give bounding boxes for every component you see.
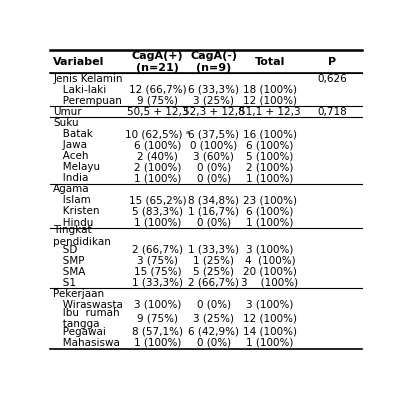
Text: 20 (100%): 20 (100%)	[242, 267, 296, 276]
Text: Islam: Islam	[53, 196, 91, 205]
Text: 6 (42,9%): 6 (42,9%)	[188, 327, 239, 337]
Text: 0 (0%): 0 (0%)	[196, 173, 230, 183]
Text: 0 (0%): 0 (0%)	[196, 300, 230, 310]
Text: 15 (75%): 15 (75%)	[134, 267, 181, 276]
Text: 10 (62,5%) ᵃ: 10 (62,5%) ᵃ	[125, 129, 190, 139]
Text: Wiraswasta: Wiraswasta	[53, 300, 123, 310]
Text: 52,3 + 12,8: 52,3 + 12,8	[182, 107, 244, 117]
Text: CagA(-)
(n=9): CagA(-) (n=9)	[190, 51, 237, 73]
Text: Aceh: Aceh	[53, 151, 89, 161]
Text: Perempuan: Perempuan	[53, 96, 122, 106]
Text: 0,718: 0,718	[316, 107, 346, 117]
Text: 9 (75%): 9 (75%)	[137, 313, 178, 324]
Text: CagA(+)
(n=21): CagA(+) (n=21)	[132, 51, 183, 73]
Text: Hindu: Hindu	[53, 218, 93, 228]
Text: 6 (37,5%): 6 (37,5%)	[188, 129, 239, 139]
Text: Pekerjaan: Pekerjaan	[53, 289, 104, 299]
Text: 1 (100%): 1 (100%)	[245, 173, 293, 183]
Text: SMP: SMP	[53, 256, 85, 265]
Text: 3 (100%): 3 (100%)	[134, 300, 181, 310]
Text: 15 (65,2%): 15 (65,2%)	[129, 196, 186, 205]
Text: India: India	[53, 173, 89, 183]
Text: P: P	[327, 57, 335, 67]
Text: Umur: Umur	[53, 107, 82, 117]
Text: 2 (40%): 2 (40%)	[137, 151, 178, 161]
Text: 6 (100%): 6 (100%)	[134, 140, 181, 150]
Text: 3 (25%): 3 (25%)	[193, 96, 234, 106]
Text: 3 (25%): 3 (25%)	[193, 313, 234, 324]
Text: 23 (100%): 23 (100%)	[242, 196, 296, 205]
Text: 2 (100%): 2 (100%)	[134, 162, 181, 172]
Text: Kristen: Kristen	[53, 207, 99, 216]
Text: Total: Total	[254, 57, 284, 67]
Text: Suku: Suku	[53, 118, 79, 128]
Text: 2 (100%): 2 (100%)	[245, 162, 293, 172]
Text: 3    (100%): 3 (100%)	[241, 278, 298, 288]
Text: 51,1 + 12,3: 51,1 + 12,3	[239, 107, 300, 117]
Text: Agama: Agama	[53, 184, 90, 194]
Text: 0 (0%): 0 (0%)	[196, 218, 230, 228]
Text: 1 (100%): 1 (100%)	[245, 218, 293, 228]
Text: 6 (100%): 6 (100%)	[245, 207, 293, 216]
Text: 2 (66,7%): 2 (66,7%)	[132, 245, 183, 255]
Text: 50,5 + 12,3: 50,5 + 12,3	[127, 107, 188, 117]
Text: 8 (57,1%): 8 (57,1%)	[132, 327, 183, 337]
Text: 1 (100%): 1 (100%)	[134, 218, 181, 228]
Text: 0,626: 0,626	[316, 74, 346, 84]
Text: 12 (66,7%): 12 (66,7%)	[129, 85, 186, 95]
Text: 1 (25%): 1 (25%)	[193, 256, 234, 265]
Text: 8 (34,8%): 8 (34,8%)	[188, 196, 239, 205]
Text: 14 (100%): 14 (100%)	[242, 327, 296, 337]
Text: 5 (25%): 5 (25%)	[193, 267, 234, 276]
Text: 4  (100%): 4 (100%)	[244, 256, 294, 265]
Text: 5 (100%): 5 (100%)	[245, 151, 293, 161]
Text: 3 (60%): 3 (60%)	[193, 151, 234, 161]
Text: 3 (100%): 3 (100%)	[245, 300, 293, 310]
Text: 1 (16,7%): 1 (16,7%)	[188, 207, 239, 216]
Text: 12 (100%): 12 (100%)	[242, 96, 296, 106]
Text: 6 (100%): 6 (100%)	[245, 140, 293, 150]
Text: 3 (100%): 3 (100%)	[245, 245, 293, 255]
Text: 5 (83,3%): 5 (83,3%)	[132, 207, 183, 216]
Text: Tingkat
pendidikan: Tingkat pendidikan	[53, 225, 111, 247]
Text: 0 (0%): 0 (0%)	[196, 338, 230, 348]
Text: Batak: Batak	[53, 129, 93, 139]
Text: 1 (33,3%): 1 (33,3%)	[132, 278, 183, 288]
Text: Ibu  rumah
   tangga: Ibu rumah tangga	[53, 308, 119, 329]
Text: 18 (100%): 18 (100%)	[242, 85, 296, 95]
Text: SD: SD	[53, 245, 77, 255]
Text: S1: S1	[53, 278, 76, 288]
Text: Pegawai: Pegawai	[53, 327, 106, 337]
Text: 9 (75%): 9 (75%)	[137, 96, 178, 106]
Text: 1 (100%): 1 (100%)	[245, 338, 293, 348]
Text: Mahasiswa: Mahasiswa	[53, 338, 120, 348]
Text: 6 (33,3%): 6 (33,3%)	[188, 85, 239, 95]
Text: Jenis Kelamin: Jenis Kelamin	[53, 74, 123, 84]
Text: 0 (100%): 0 (100%)	[190, 140, 237, 150]
Text: 2 (66,7%): 2 (66,7%)	[188, 278, 239, 288]
Text: SMA: SMA	[53, 267, 85, 276]
Text: 3 (75%): 3 (75%)	[137, 256, 178, 265]
Text: Variabel: Variabel	[53, 57, 105, 67]
Text: Jawa: Jawa	[53, 140, 87, 150]
Text: Laki-laki: Laki-laki	[53, 85, 106, 95]
Text: 16 (100%): 16 (100%)	[242, 129, 296, 139]
Text: 1 (100%): 1 (100%)	[134, 338, 181, 348]
Text: Melayu: Melayu	[53, 162, 100, 172]
Text: 0 (0%): 0 (0%)	[196, 162, 230, 172]
Text: 1 (33,3%): 1 (33,3%)	[188, 245, 239, 255]
Text: 12 (100%): 12 (100%)	[242, 313, 296, 324]
Text: 1 (100%): 1 (100%)	[134, 173, 181, 183]
